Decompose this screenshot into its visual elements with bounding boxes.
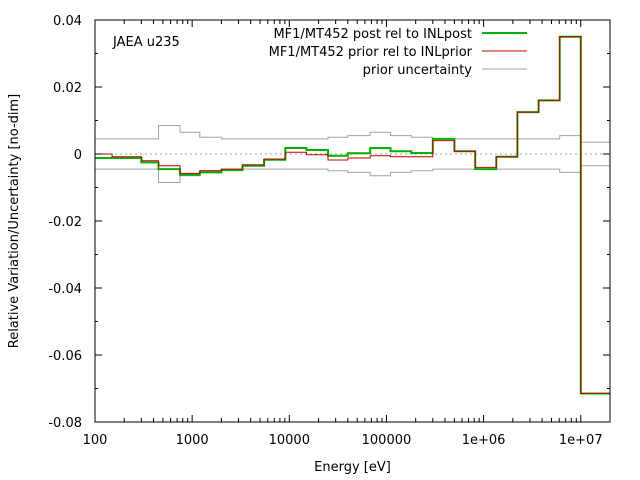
y-tick-label: -0.02 — [48, 215, 82, 230]
legend-label: MF1/MT452 post rel to INLpost — [273, 27, 472, 42]
plot-frame — [94, 19, 611, 423]
series-mf1-mt452-prior-rel-to-inlprior-line — [95, 36, 610, 394]
x-tick-label: 1e+07 — [559, 433, 603, 448]
legend-label: MF1/MT452 prior rel to INLprior — [269, 45, 473, 60]
y-tick-label: 0 — [74, 148, 82, 163]
series-layer — [95, 35, 610, 395]
legend-label: prior uncertainty — [363, 63, 473, 78]
y-tick-label: -0.08 — [48, 416, 82, 431]
y-tick-label: -0.06 — [48, 349, 82, 364]
x-tick-label: 1e+06 — [462, 433, 506, 448]
legend: MF1/MT452 post rel to INLpost MF1/MT452 p… — [269, 27, 527, 78]
y-tick-label: 0.02 — [53, 81, 82, 96]
y-tick-label: 0.04 — [53, 14, 82, 29]
y-tick-label: -0.04 — [48, 282, 82, 297]
x-tick-label: 10000 — [269, 433, 310, 448]
x-tick-label: 100000 — [362, 433, 412, 448]
x-axis-label: Energy [eV] — [314, 460, 391, 475]
series-mf1-mt452-post-rel-to-inlpost-line — [95, 35, 610, 395]
x-tick-label: 1000 — [176, 433, 209, 448]
chart-annotation: JAEA u235 — [112, 35, 180, 50]
series-prior-uncertainty-line — [95, 125, 610, 143]
x-tick-label: 100 — [83, 433, 108, 448]
y-axis-label: Relative Variation/Uncertainty [no-dim] — [7, 94, 22, 349]
